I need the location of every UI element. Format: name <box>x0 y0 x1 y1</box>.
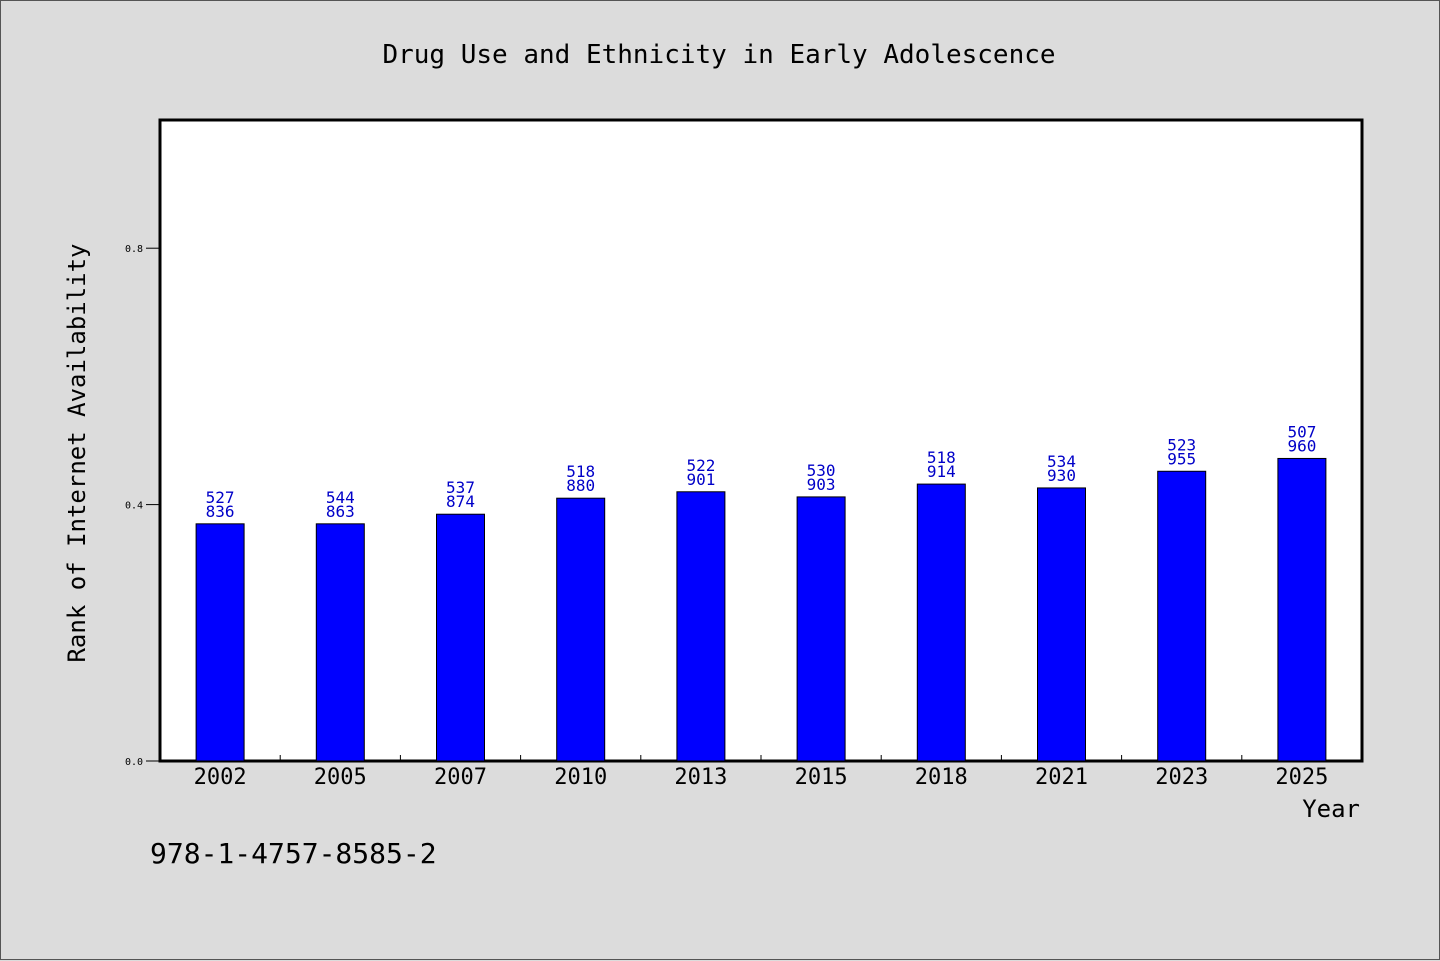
x-axis-ticks: 2002 2005 2007 2010 2013 2015 2018 2021 2023 2025 <box>194 755 1328 790</box>
x-tick-label: 2005 <box>314 765 367 790</box>
x-tick-label: 2025 <box>1275 765 1328 790</box>
bar-label-top: 534 <box>1047 452 1076 471</box>
bar-2015 <box>796 496 846 762</box>
bar-label-top: 522 <box>686 456 715 475</box>
y-tick-label: 0.8 <box>125 244 143 255</box>
y-tick-label: 0.4 <box>125 501 143 512</box>
x-tick-label: 2015 <box>795 765 848 790</box>
bar-2021 <box>1037 487 1086 762</box>
bar-label-top: 523 <box>1167 435 1196 454</box>
bar-2002 <box>195 523 245 762</box>
bar-label-bottom: 874 <box>446 492 475 511</box>
bar-label-bottom: 914 <box>927 462 956 481</box>
footer-note: 978-1-4757-8585-2 <box>150 837 437 870</box>
y-axis-ticks: 0.0 0.4 0.8 <box>125 244 160 768</box>
bar-2013 <box>676 491 726 762</box>
bar-label-top: 518 <box>566 462 595 481</box>
bar-label-bottom: 930 <box>1047 466 1076 485</box>
bar-label-top: 518 <box>927 448 956 467</box>
x-axis-label: Year <box>1302 795 1360 823</box>
bar-2018 <box>916 483 966 762</box>
bar-label-bottom: 863 <box>326 502 355 521</box>
chart-title: Drug Use and Ethnicity in Early Adolesce… <box>382 40 1055 70</box>
bar-label-bottom: 901 <box>686 470 715 489</box>
bar-label-top: 537 <box>446 478 475 497</box>
bar-label-top: 530 <box>807 461 836 480</box>
bar-series <box>195 457 1327 762</box>
bar-label-bottom: 955 <box>1167 449 1196 468</box>
bar-2007 <box>436 513 485 762</box>
y-tick-label: 0.0 <box>125 757 143 768</box>
x-tick-label: 2023 <box>1155 765 1208 790</box>
y-axis-label: Rank of Internet Availability <box>63 243 91 662</box>
bar-2005 <box>315 523 365 762</box>
x-tick-label: 2021 <box>1035 765 1088 790</box>
x-tick-label: 2007 <box>434 765 487 790</box>
bar-label-bottom: 880 <box>566 476 595 495</box>
bar-label-bottom: 836 <box>206 502 235 521</box>
x-tick-label: 2018 <box>915 765 968 790</box>
bar-2023 <box>1157 470 1207 762</box>
x-tick-label: 2002 <box>194 765 247 790</box>
bar-label-top: 527 <box>206 488 235 507</box>
bar-label-bottom: 960 <box>1287 436 1316 455</box>
bar-label-top: 544 <box>326 488 355 507</box>
bar-label-bottom: 903 <box>807 475 836 494</box>
bar-label-top: 507 <box>1287 422 1316 441</box>
x-tick-label: 2013 <box>674 765 727 790</box>
x-tick-label: 2010 <box>554 765 607 790</box>
bar-2010 <box>556 497 606 762</box>
bar-2025 <box>1277 457 1327 762</box>
